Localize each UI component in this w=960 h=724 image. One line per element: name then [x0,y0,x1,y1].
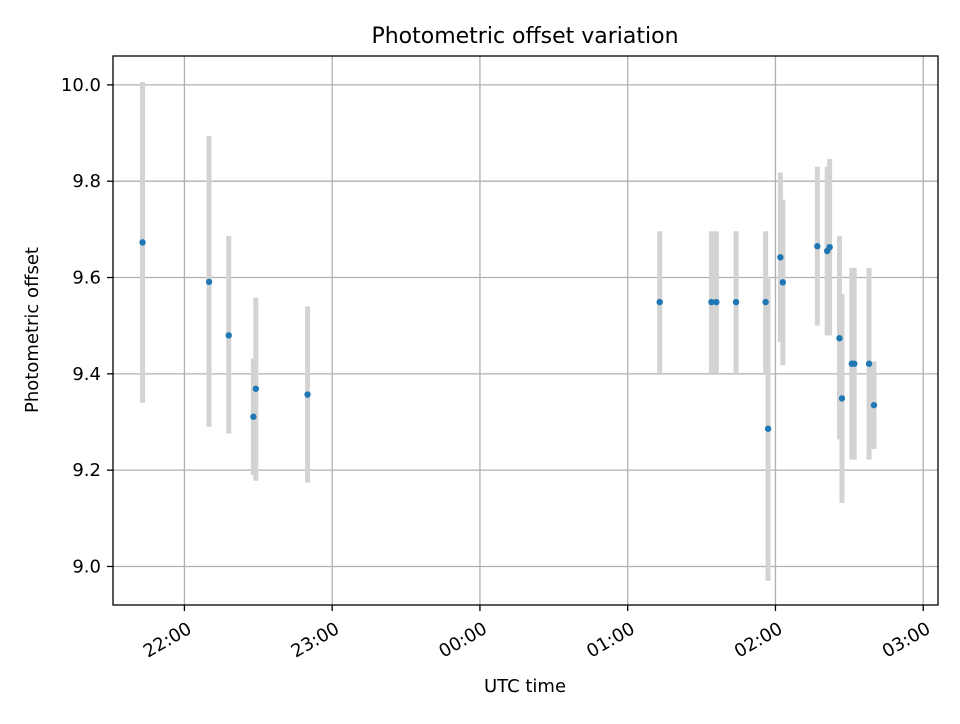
data-point [304,391,311,398]
x-axis-label: UTC time [484,676,566,697]
y-tick-label: 9.2 [72,460,101,481]
data-point [779,279,787,286]
data-point [225,332,232,339]
grid [113,56,938,605]
data-point [713,298,720,306]
data-point [764,425,772,432]
data-point [205,278,213,286]
data-point [865,360,873,367]
data-point [814,243,821,250]
y-tick-label: 9.0 [72,556,101,577]
data-point [851,360,858,367]
data-point [762,298,769,306]
y-tick-label: 9.8 [72,171,101,192]
data-point [777,254,784,261]
data-point [870,401,878,409]
data-point [708,298,715,306]
y-tick-label: 10.0 [61,75,101,96]
plot-area-frame [112,55,939,606]
data-point [656,298,663,306]
data-point [836,335,843,342]
data-point [250,413,257,420]
data-point [139,239,146,246]
data-point [826,243,833,251]
y-axis-label: Photometric offset [22,247,43,413]
y-axis-ticks: 9.0 9.2 9.4 9.6 9.8 10.0 [61,75,113,577]
data-point [838,395,846,402]
data-point [732,298,740,306]
data-points [139,239,878,432]
data-point [252,385,260,392]
chart-title: Photometric offset variation [371,24,678,49]
y-tick-label: 9.6 [72,268,101,289]
y-tick-label: 9.4 [72,364,101,385]
